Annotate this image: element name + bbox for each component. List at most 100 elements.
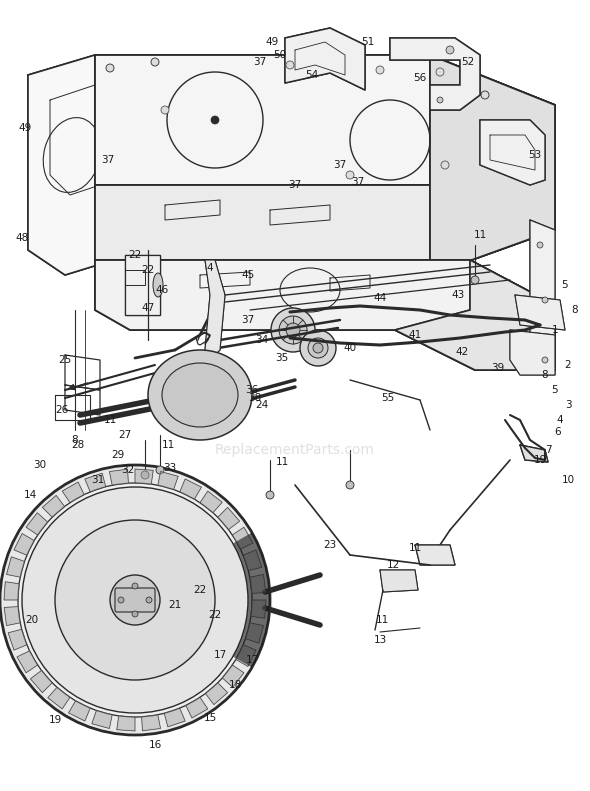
Text: 12: 12 [386,560,399,570]
Text: 47: 47 [142,303,155,313]
Text: 1: 1 [552,325,558,335]
Polygon shape [17,651,38,673]
Circle shape [211,116,219,124]
Polygon shape [30,671,53,693]
Polygon shape [205,683,228,705]
Polygon shape [85,473,106,492]
Polygon shape [4,581,19,600]
Text: 18: 18 [228,680,242,690]
Polygon shape [245,623,264,643]
Text: 5: 5 [552,385,558,395]
Polygon shape [218,507,240,530]
Text: 23: 23 [323,540,337,550]
Circle shape [446,46,454,54]
Circle shape [132,611,138,617]
Wedge shape [135,532,270,668]
Polygon shape [95,55,555,185]
Polygon shape [142,715,160,731]
Text: 28: 28 [71,440,84,450]
Text: 25: 25 [58,355,71,365]
Circle shape [18,483,252,717]
Text: 4: 4 [557,415,563,425]
Text: 34: 34 [255,335,268,345]
Circle shape [481,91,489,99]
Polygon shape [515,295,565,330]
Circle shape [146,597,152,603]
Circle shape [132,583,138,589]
Polygon shape [285,28,365,90]
Text: 10: 10 [562,475,575,485]
Polygon shape [530,220,555,350]
Circle shape [437,97,443,103]
Text: 46: 46 [155,285,169,295]
Circle shape [441,161,449,169]
Text: 37: 37 [253,57,267,67]
Text: 37: 37 [289,180,301,190]
Polygon shape [243,550,262,570]
Polygon shape [92,710,112,729]
Polygon shape [135,469,153,484]
Text: 44: 44 [373,293,386,303]
Text: 37: 37 [241,315,255,325]
Text: 56: 56 [414,73,427,83]
Text: 20: 20 [25,615,38,625]
Text: 16: 16 [148,740,162,750]
Polygon shape [415,545,455,565]
Text: 40: 40 [343,343,356,353]
Polygon shape [158,471,178,490]
Polygon shape [62,482,84,503]
Text: 8: 8 [72,435,78,445]
Ellipse shape [271,308,315,352]
Text: 8: 8 [542,370,548,380]
Text: 48: 48 [15,233,29,243]
Polygon shape [8,630,27,650]
Ellipse shape [148,350,252,440]
Text: 8: 8 [572,305,578,315]
Polygon shape [125,255,160,315]
Text: 38: 38 [248,393,261,403]
Text: 43: 43 [451,290,465,300]
Text: 50: 50 [273,50,287,60]
Text: 27: 27 [119,430,132,440]
Text: 3: 3 [565,400,571,410]
Text: 31: 31 [91,475,104,485]
Polygon shape [48,687,70,709]
Polygon shape [42,495,64,517]
Polygon shape [180,479,202,499]
Text: 37: 37 [101,155,114,165]
Polygon shape [251,600,266,619]
Ellipse shape [286,323,300,337]
Circle shape [266,491,274,499]
Circle shape [436,68,444,76]
Circle shape [118,597,124,603]
Polygon shape [395,260,555,370]
Polygon shape [186,698,208,718]
Polygon shape [480,120,545,185]
Text: 35: 35 [276,353,289,363]
Circle shape [156,466,164,474]
Text: 42: 42 [455,347,468,357]
Text: 52: 52 [461,57,474,67]
Text: 26: 26 [55,405,68,415]
Text: 33: 33 [163,463,176,473]
Text: 41: 41 [408,330,422,340]
Text: 22: 22 [194,585,206,595]
Text: 49: 49 [18,123,32,133]
Text: 22: 22 [208,610,222,620]
Polygon shape [250,574,266,593]
Text: 37: 37 [352,177,365,187]
Text: 22: 22 [129,250,142,260]
Text: 7: 7 [545,445,551,455]
Text: 45: 45 [241,270,255,280]
Text: 5: 5 [562,280,568,290]
Polygon shape [380,570,418,592]
Text: 21: 21 [168,600,182,610]
Text: 6: 6 [555,427,561,437]
Text: 51: 51 [361,37,375,47]
Text: 55: 55 [381,393,395,403]
Circle shape [286,61,294,69]
Circle shape [537,242,543,248]
FancyBboxPatch shape [115,588,155,612]
Text: 54: 54 [306,70,319,80]
Text: 36: 36 [245,385,258,395]
